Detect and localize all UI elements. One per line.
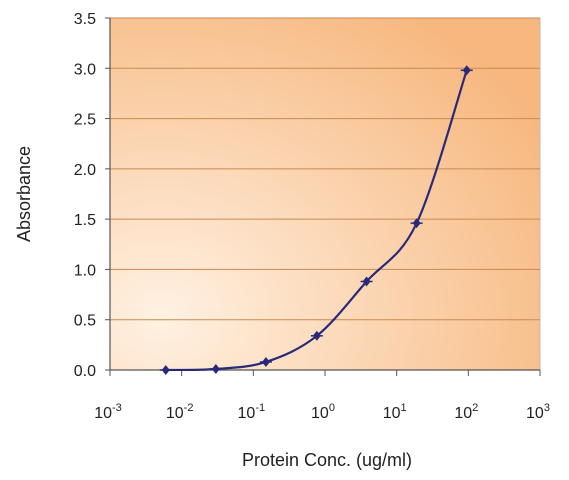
data-point [209,363,222,374]
y-tick-label: 0.5 [74,313,96,330]
gridlines [110,17,540,321]
y-axis-title: Absorbance [14,146,34,242]
data-point [410,218,423,229]
y-tick-label: 2.0 [74,162,96,179]
data-point [259,356,272,367]
x-axis-title: Protein Conc. (ug/ml) [242,450,412,470]
x-tick-labels: 10-3 10-2 10-1 100 101 102 103 [94,402,550,422]
plot-area [109,17,541,371]
y-tick-labels: 0.0 0.5 1.0 1.5 2.0 2.5 3.0 3.5 [74,11,96,380]
data-points [159,65,473,375]
x-tick-label: 10-1 [238,402,266,422]
y-tick-label: 1.5 [74,212,96,229]
x-tick-label: 10-3 [94,402,122,422]
x-tick-label: 103 [526,402,550,422]
y-tick-label: 1.0 [74,262,96,279]
y-tick-label: 3.0 [74,61,96,78]
y-tick-label: 0.0 [74,363,96,380]
x-tick-label: 101 [383,402,407,422]
data-point [159,365,172,375]
y-tick-label: 2.5 [74,112,96,129]
x-tick-label: 102 [454,402,478,422]
x-tick-label: 10-2 [166,402,194,422]
data-point [360,276,373,287]
data-point [460,65,473,76]
x-tick-label: 100 [311,402,335,422]
y-tick-label: 3.5 [74,11,96,28]
data-point [310,330,323,341]
